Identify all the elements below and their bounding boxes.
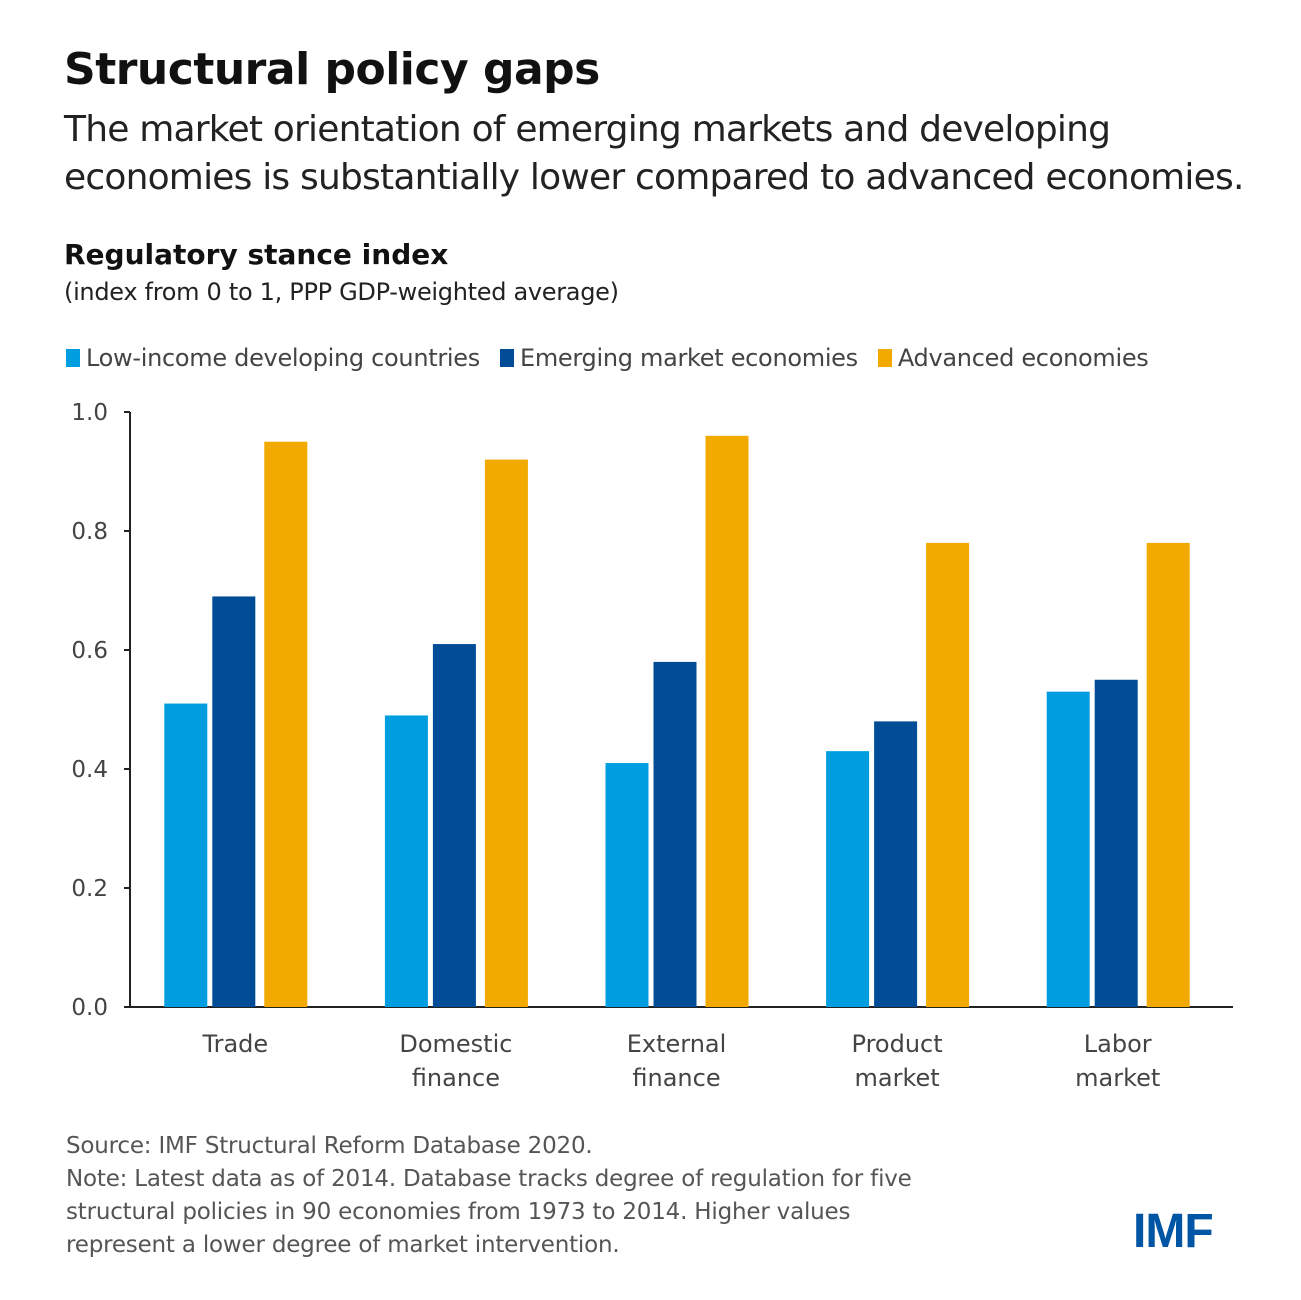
y-tick-label: 0.8 xyxy=(71,519,108,545)
bar-2-3 xyxy=(926,542,970,1007)
bar-1-3 xyxy=(874,721,918,1007)
x-tick-label: market xyxy=(1075,1064,1160,1092)
bar-1-4 xyxy=(1094,679,1138,1007)
legend-swatch xyxy=(877,349,892,367)
bar-2-2 xyxy=(705,435,749,1007)
legend-swatch xyxy=(66,349,80,367)
page-subtitle: The market orientation of emerging marke… xyxy=(64,109,1244,198)
bar-2-0 xyxy=(264,441,308,1007)
chart-title: Regulatory stance index xyxy=(64,238,449,271)
bar-2-4 xyxy=(1146,542,1190,1007)
bar-0-1 xyxy=(384,715,428,1007)
x-tick-label: Labor xyxy=(1084,1030,1152,1058)
legend-label: Low-income developing countries xyxy=(86,344,480,372)
source-notes: Source: IMF Structural Reform Database 2… xyxy=(66,1130,946,1262)
chart-subtitle: (index from 0 to 1, PPP GDP-weighted ave… xyxy=(64,278,619,306)
y-tick-label: 0.2 xyxy=(71,876,108,902)
legend-swatch xyxy=(499,349,514,367)
legend-item-lic: Low-income developing countries xyxy=(66,344,480,372)
legend-label: Advanced economies xyxy=(897,344,1149,372)
bar-1-2 xyxy=(653,661,697,1007)
source-text: Source: IMF Structural Reform Database 2… xyxy=(66,1133,593,1159)
bar-0-2 xyxy=(605,763,649,1007)
bar-2-1 xyxy=(484,459,528,1008)
x-tick-label: External xyxy=(627,1030,727,1058)
legend: Low-income developing countries Emerging… xyxy=(66,344,1149,372)
legend-item-eme: Emerging market economies xyxy=(499,344,858,372)
x-tick-label: Trade xyxy=(201,1030,268,1058)
legend-item-ae: Advanced economies xyxy=(877,344,1149,372)
bar-1-0 xyxy=(212,596,256,1007)
bar-0-3 xyxy=(826,751,870,1007)
bar-1-1 xyxy=(432,644,476,1007)
x-tick-label: Domestic xyxy=(399,1030,512,1058)
legend-label: Emerging market economies xyxy=(519,344,858,372)
imf-logo: IMF xyxy=(1133,1205,1214,1258)
y-tick-label: 0.4 xyxy=(71,757,108,783)
y-tick-label: 0.0 xyxy=(71,995,108,1021)
note-text: Note: Latest data as of 2014. Database t… xyxy=(66,1166,912,1258)
x-tick-label: Product xyxy=(852,1030,943,1058)
x-tick-label: market xyxy=(855,1064,940,1092)
y-tick-label: 0.6 xyxy=(71,638,108,664)
x-tick-label: finance xyxy=(412,1064,500,1092)
page-title: Structural policy gaps xyxy=(64,44,600,95)
bar-0-0 xyxy=(164,703,208,1007)
y-tick-label: 1.0 xyxy=(71,400,108,426)
x-tick-label: finance xyxy=(632,1064,720,1092)
bar-0-4 xyxy=(1046,691,1090,1007)
